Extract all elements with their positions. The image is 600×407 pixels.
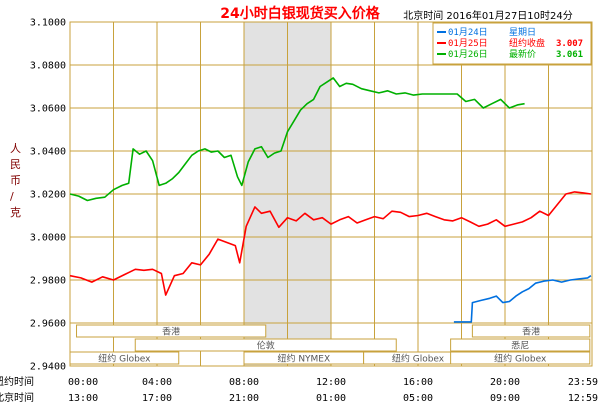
session-label: 悉尼: [511, 340, 529, 352]
x-tick-label-newyork: 12:00: [316, 377, 346, 388]
x-tick-label-newyork: 23:59: [568, 377, 598, 388]
legend-note: 星期日: [509, 27, 536, 38]
y-tick-label: 3.1000: [30, 18, 66, 29]
legend-box: [432, 22, 592, 65]
y-tick-label: 2.9600: [30, 319, 66, 330]
y-tick-label: 3.0000: [30, 233, 66, 244]
legend-date: 01月26日: [448, 49, 488, 60]
chart-legend: 01月24日 星期日 01月25日 纽约收盘 3.007 01月26日 最新价 3.061: [432, 22, 592, 65]
legend-items: 01月24日 星期日 01月25日 纽约收盘 3.007 01月26日 最新价 3.061: [437, 27, 583, 60]
y-tick-label: 3.0800: [30, 61, 66, 72]
session-bar: [69, 351, 180, 365]
y-axis-label-char: 币: [10, 174, 21, 187]
session-label: 香港: [162, 326, 180, 338]
legend-note: 最新价: [509, 48, 536, 60]
series-line: [453, 275, 592, 323]
x-row-label-beijing: 北京时间: [0, 391, 34, 404]
session-bar: [450, 338, 591, 352]
x-tick-label-newyork: 08:00: [229, 377, 259, 388]
chart-grid: [69, 21, 593, 367]
y-axis-ticks: 3.1000 3.0800 3.0600 3.0400 3.0200 3.0000 2.98…: [30, 18, 66, 373]
session-label: 纽约 Globex: [98, 353, 151, 365]
y-axis-label-char: 民: [10, 158, 21, 171]
x-axis-ticks: 00:00 13:00 04:00 17:00 08:00 21:00 12:00 01:00…: [68, 377, 598, 404]
x-tick-label-newyork: 04:00: [142, 377, 172, 388]
session-bar: [76, 324, 267, 338]
session-label: 伦敦: [257, 340, 275, 352]
session-label: 纽约 NYMEX: [277, 353, 330, 365]
y-tick-label: 2.9800: [30, 276, 66, 287]
x-tick-label-newyork: 20:00: [490, 377, 520, 388]
chart-timestamp: 北京时间 2016年01月27日10时24分: [403, 9, 573, 22]
price-series-layer: [69, 77, 592, 323]
legend-date: 01月24日: [448, 27, 488, 38]
y-axis-label: 人 民 币 / 克: [10, 142, 25, 219]
x-tick-label-beijing: 17:00: [142, 393, 172, 404]
y-tick-label: 3.0400: [30, 147, 66, 158]
y-tick-label: 3.0200: [30, 190, 66, 201]
x-tick-label-beijing: 12:59: [568, 393, 598, 404]
session-label: 纽约 Globex: [392, 353, 445, 365]
series-line: [69, 191, 592, 296]
session-bar: [450, 351, 591, 365]
x-tick-label-beijing: 05:00: [403, 393, 433, 404]
legend-date: 01月25日: [448, 38, 488, 49]
y-tick-label: 3.0600: [30, 104, 66, 115]
x-tick-label-newyork: 00:00: [68, 377, 98, 388]
legend-value: 3.061: [556, 50, 583, 60]
y-axis-label-char: /: [10, 190, 14, 203]
chart-title: 24小时白银现货买入价格: [220, 5, 380, 22]
legend-note: 纽约收盘: [509, 37, 545, 49]
x-tick-label-beijing: 13:00: [68, 393, 98, 404]
session-label: 纽约 Globex: [494, 353, 547, 365]
x-tick-label-newyork: 16:00: [403, 377, 433, 388]
series-line: [69, 77, 525, 202]
legend-value: 3.007: [556, 39, 583, 49]
y-axis-label-char: 人: [10, 142, 21, 155]
y-axis-label-char: 克: [10, 206, 21, 219]
y-tick-label: 2.9400: [30, 362, 66, 373]
x-tick-label-beijing: 09:00: [490, 393, 520, 404]
session-bar: [134, 338, 397, 352]
session-bar: [471, 324, 591, 338]
x-row-label-newyork: 纽约时间: [0, 375, 34, 388]
x-tick-label-beijing: 01:00: [316, 393, 346, 404]
x-tick-label-beijing: 21:00: [229, 393, 259, 404]
session-label: 香港: [522, 326, 540, 338]
